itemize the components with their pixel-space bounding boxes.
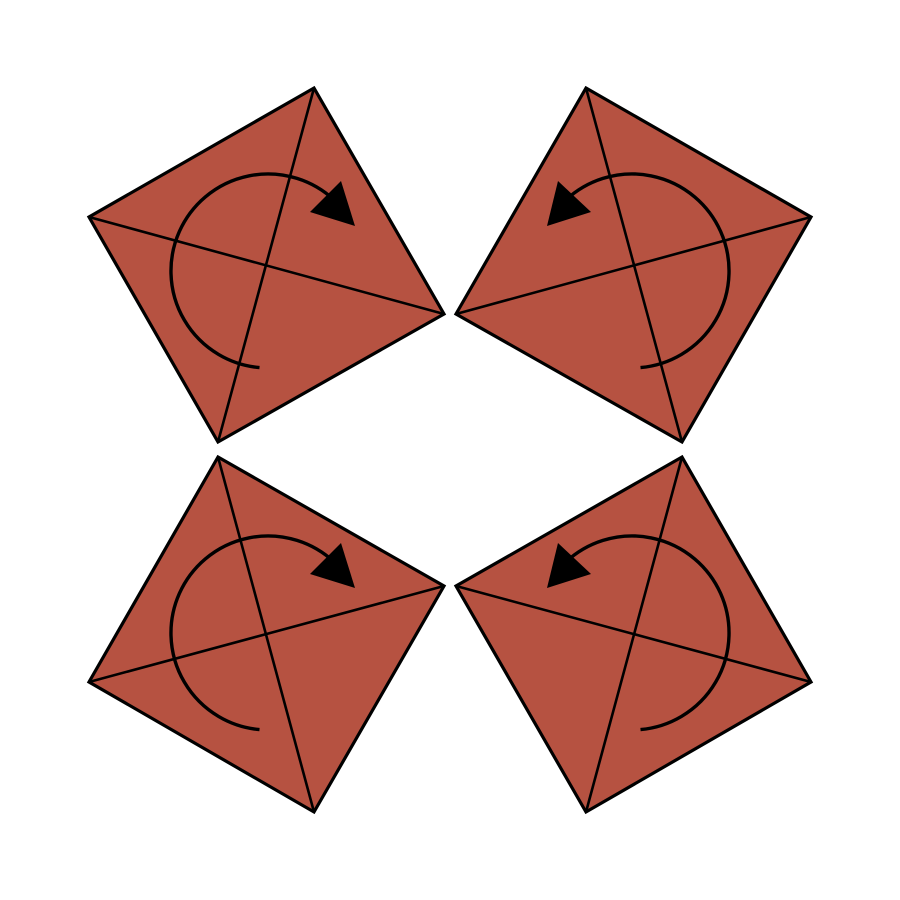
tile-top-left <box>89 88 444 442</box>
tile-bottom-left <box>89 457 444 812</box>
tiles-layer <box>89 88 811 812</box>
tile-top-right <box>456 88 811 442</box>
tile-bottom-right <box>456 457 811 812</box>
